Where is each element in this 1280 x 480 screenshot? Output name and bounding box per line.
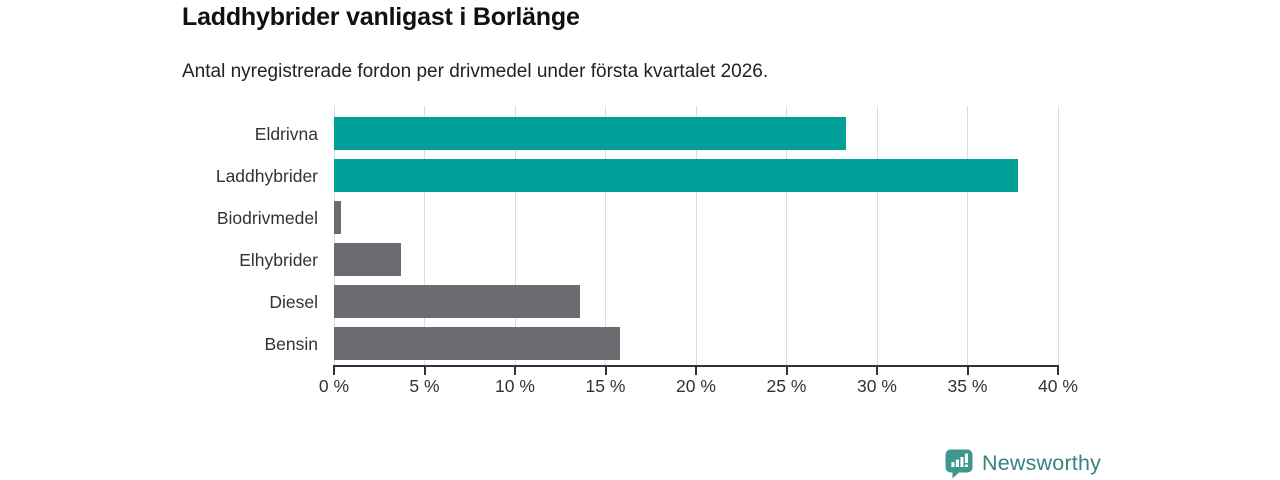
x-axis-tick xyxy=(514,365,516,375)
x-axis-tick-label: 10 % xyxy=(495,376,535,396)
x-axis-tick xyxy=(423,365,426,375)
gridline xyxy=(786,106,787,366)
gridline xyxy=(967,106,968,366)
x-axis-tick xyxy=(876,365,878,375)
x-axis-tick-label: 5 % xyxy=(409,376,440,396)
plot-area xyxy=(333,106,1059,366)
category-label-laddhybrider: Laddhybrider xyxy=(215,165,318,186)
x-axis-tick-label: 20 % xyxy=(676,376,716,396)
bar-eldrivna xyxy=(334,117,847,150)
bar-laddhybrider xyxy=(334,159,1019,192)
bar-bensin xyxy=(334,327,620,360)
x-axis-tick xyxy=(785,365,788,375)
x-axis-tick-label: 0 % xyxy=(318,376,350,396)
category-label-elhybrider: Elhybrider xyxy=(239,249,318,270)
x-axis-tick-label: 15 % xyxy=(585,376,626,396)
x-axis-tick xyxy=(604,365,607,375)
newsworthy-logo: Newsworthy xyxy=(944,448,1101,479)
gridline xyxy=(876,106,878,366)
chart-subtitle: Antal nyregistrerade fordon per drivmede… xyxy=(182,61,769,82)
category-label-eldrivna: Eldrivna xyxy=(254,123,318,144)
gridline xyxy=(1057,106,1059,366)
bar-elhybrider xyxy=(334,243,401,276)
newsworthy-wordmark: Newsworthy xyxy=(982,451,1102,475)
bar-diesel xyxy=(334,285,581,318)
bar-biodrivmedel xyxy=(334,201,342,234)
gridline xyxy=(514,106,516,366)
x-axis-tick xyxy=(1057,365,1059,375)
x-axis-tick-label: 25 % xyxy=(766,376,807,396)
newsworthy-bar-chart-icon xyxy=(945,449,973,479)
x-axis-tick-label: 40 % xyxy=(1038,376,1078,396)
x-axis-tick xyxy=(333,365,335,375)
x-axis-tick xyxy=(695,365,697,375)
category-label-diesel: Diesel xyxy=(269,291,318,312)
category-label-bensin: Bensin xyxy=(264,333,318,354)
gridline xyxy=(424,106,425,366)
gridline xyxy=(695,106,697,366)
gridline xyxy=(605,106,606,366)
x-axis-tick-label: 30 % xyxy=(857,376,897,396)
x-axis-tick-label: 35 % xyxy=(947,376,988,396)
chart-title: Laddhybrider vanligast i Borlänge xyxy=(182,3,580,31)
x-axis-tick xyxy=(966,365,969,375)
gridline xyxy=(333,106,335,366)
category-label-biodrivmedel: Biodrivmedel xyxy=(216,207,318,228)
